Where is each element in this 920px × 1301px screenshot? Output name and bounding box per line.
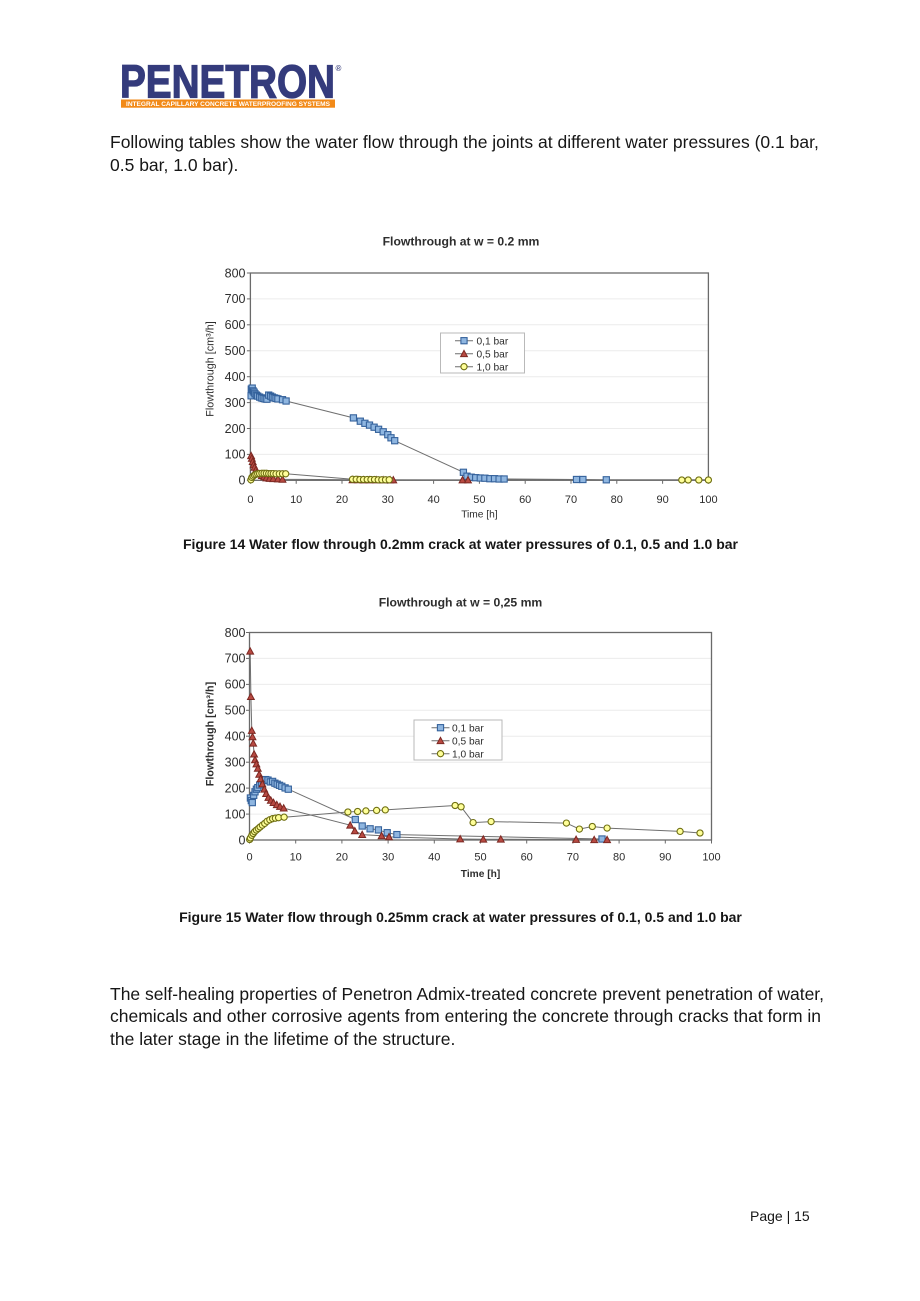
svg-text:0: 0 <box>239 474 246 488</box>
svg-text:600: 600 <box>225 318 246 332</box>
svg-text:0,1 bar: 0,1 bar <box>477 336 509 347</box>
svg-text:30: 30 <box>382 494 394 506</box>
svg-text:300: 300 <box>225 756 246 770</box>
svg-text:60: 60 <box>519 494 531 506</box>
svg-text:50: 50 <box>473 494 485 506</box>
svg-text:PENETRON: PENETRON <box>120 56 335 108</box>
svg-text:Time [h]: Time [h] <box>461 869 500 880</box>
svg-text:90: 90 <box>659 852 671 864</box>
svg-text:100: 100 <box>702 852 720 864</box>
svg-text:0: 0 <box>246 852 252 864</box>
svg-text:700: 700 <box>225 292 246 306</box>
svg-text:INTEGRAL CAPILLARY CONCRETE WA: INTEGRAL CAPILLARY CONCRETE WATERPROOFIN… <box>126 101 330 108</box>
svg-text:30: 30 <box>382 852 394 864</box>
svg-text:100: 100 <box>699 494 717 506</box>
svg-text:1,0 bar: 1,0 bar <box>477 362 509 373</box>
svg-text:Flowthrough at w = 0.2 mm: Flowthrough at w = 0.2 mm <box>383 235 540 249</box>
svg-text:700: 700 <box>225 652 246 666</box>
svg-text:200: 200 <box>225 781 246 795</box>
svg-text:100: 100 <box>225 448 246 462</box>
svg-text:0: 0 <box>247 494 253 506</box>
svg-text:400: 400 <box>225 370 246 384</box>
svg-text:500: 500 <box>225 704 246 718</box>
svg-text:0: 0 <box>239 833 246 847</box>
svg-text:10: 10 <box>290 494 302 506</box>
svg-text:200: 200 <box>225 422 246 436</box>
svg-text:10: 10 <box>290 852 302 864</box>
svg-text:40: 40 <box>428 852 440 864</box>
svg-text:800: 800 <box>225 266 246 280</box>
svg-text:20: 20 <box>336 852 348 864</box>
svg-text:1,0 bar: 1,0 bar <box>452 749 484 760</box>
svg-text:20: 20 <box>336 494 348 506</box>
svg-text:®: ® <box>336 64 342 73</box>
svg-text:800: 800 <box>225 626 246 640</box>
svg-text:0,1 bar: 0,1 bar <box>452 723 484 734</box>
svg-text:90: 90 <box>656 494 668 506</box>
svg-text:60: 60 <box>521 852 533 864</box>
svg-text:Time [h]: Time [h] <box>461 510 498 521</box>
svg-text:0,5 bar: 0,5 bar <box>452 736 484 747</box>
svg-text:600: 600 <box>225 678 246 692</box>
svg-text:Flowthrough at w = 0,25 mm: Flowthrough at w = 0,25 mm <box>379 596 543 610</box>
svg-text:80: 80 <box>613 852 625 864</box>
svg-text:70: 70 <box>565 494 577 506</box>
svg-text:Flowthrough [cm³/h]: Flowthrough [cm³/h] <box>205 682 217 786</box>
svg-text:300: 300 <box>225 396 246 410</box>
svg-text:50: 50 <box>474 852 486 864</box>
svg-text:Flowthrough [cm³/h]: Flowthrough [cm³/h] <box>205 321 217 416</box>
svg-text:100: 100 <box>225 807 246 821</box>
svg-text:70: 70 <box>567 852 579 864</box>
svg-text:0,5 bar: 0,5 bar <box>477 349 509 360</box>
svg-text:80: 80 <box>611 494 623 506</box>
svg-text:40: 40 <box>427 494 439 506</box>
svg-text:400: 400 <box>225 730 246 744</box>
svg-text:500: 500 <box>225 344 246 358</box>
